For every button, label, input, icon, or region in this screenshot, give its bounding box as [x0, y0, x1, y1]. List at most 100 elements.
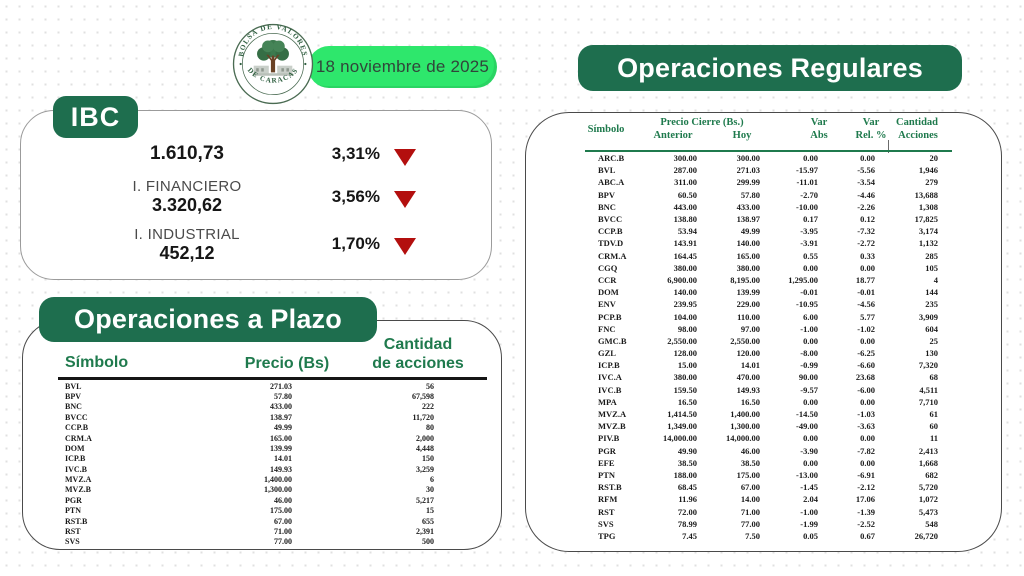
anterior-cell: 1,414.50 — [667, 409, 697, 420]
hoy-cell: 1,400.00 — [730, 409, 760, 420]
regulares-table-body: ARC.B 300.00 300.00 0.00 0.00 20 BVL 287.00 271.… — [590, 152, 938, 542]
table-row: TDV.D 143.91 140.00 -3.91 -2.72 1,132 — [590, 237, 938, 249]
ibc-change-pct: 3,31% — [331, 144, 380, 163]
ibc-value: 1.610,73 — [150, 143, 224, 164]
hoy-cell: 38.50 — [740, 457, 760, 468]
var-abs-cell: -3.95 — [800, 226, 818, 237]
qty-cell: 3,259 — [416, 464, 434, 474]
symbol-cell: MVZ.A — [65, 475, 92, 485]
table-row: DOM 140.00 139.99 -0.01 -0.01 144 — [590, 286, 938, 298]
qty-cell: 3,909 — [918, 311, 938, 322]
var-rel-cell: -3.54 — [857, 177, 875, 188]
var-abs-cell: -1.00 — [800, 323, 818, 334]
anterior-cell: 164.45 — [673, 250, 697, 261]
var-rel-cell: 18.77 — [855, 274, 875, 285]
qty-cell: 1,668 — [918, 457, 938, 468]
qty-cell: 6 — [430, 475, 434, 485]
symbol-cell: CCP.B — [65, 423, 89, 433]
price-cell: 1,400.00 — [264, 475, 292, 485]
qty-cell: 222 — [422, 402, 434, 412]
hoy-cell: 165.00 — [736, 250, 760, 261]
symbol-cell: DOM — [598, 287, 619, 298]
anterior-cell: 2,550.00 — [667, 335, 697, 346]
regulares-card — [525, 112, 1002, 552]
anterior-cell: 15.00 — [677, 360, 697, 371]
var-abs-cell: -1.45 — [800, 482, 818, 493]
anterior-cell: 138.80 — [673, 214, 697, 225]
qty-cell: 1,132 — [918, 238, 938, 249]
anterior-cell: 104.00 — [673, 311, 697, 322]
var-rel-cell: -4.56 — [857, 299, 875, 310]
qty-cell: 144 — [925, 287, 938, 298]
symbol-cell: FNC — [598, 323, 616, 334]
date-badge: 18 noviembre de 2025 — [308, 46, 497, 88]
table-row: RST 72.00 71.00 -1.00 -1.39 5,473 — [590, 505, 938, 517]
anterior-cell: 300.00 — [673, 153, 697, 164]
table-row: DOM 139.99 4,448 — [58, 443, 434, 453]
symbol-cell: ABC.A — [598, 177, 625, 188]
anterior-cell: 6,900.00 — [667, 274, 697, 285]
qty-cell: 7,710 — [918, 396, 938, 407]
qty-cell: 15 — [426, 506, 434, 516]
anterior-cell: 1,349.00 — [667, 421, 697, 432]
symbol-cell: ICP.B — [598, 360, 620, 371]
qty-cell: 5,217 — [416, 495, 434, 505]
table-row: BVL 287.00 271.03 -15.97 -5.56 1,946 — [590, 164, 938, 176]
hoy-cell: 175.00 — [736, 469, 760, 480]
price-cell: 165.00 — [270, 433, 292, 443]
var-rel-cell: 0.67 — [860, 530, 875, 541]
symbol-cell: PCP.B — [598, 311, 622, 322]
symbol-cell: GMC.B — [598, 335, 627, 346]
hoy-cell: 300.00 — [736, 153, 760, 164]
anterior-cell: 68.45 — [677, 482, 697, 493]
var-abs-cell: -0.01 — [800, 287, 818, 298]
qty-cell: 2,413 — [918, 445, 938, 456]
var-abs-cell: 0.00 — [803, 153, 818, 164]
qty-cell: 235 — [925, 299, 938, 310]
symbol-cell: CCP.B — [598, 226, 623, 237]
var-rel-cell: -7.32 — [857, 226, 875, 237]
symbol-cell: GZL — [598, 348, 616, 359]
reg-header-var-abs-bottom: Abs — [810, 130, 828, 141]
ibc-title: IBC — [70, 101, 121, 132]
table-row: ENV 239.95 229.00 -10.95 -4.56 235 — [590, 298, 938, 310]
table-row: CCP.B 49.99 80 — [58, 423, 434, 433]
price-cell: 71.00 — [274, 526, 292, 536]
plazo-header-symbol: Símbolo — [65, 354, 129, 371]
var-rel-cell: -6.25 — [857, 348, 875, 359]
var-rel-cell: -5.56 — [857, 165, 875, 176]
reg-header-qty-bottom: Acciones — [898, 130, 938, 141]
qty-cell: 279 — [925, 177, 938, 188]
table-row: BPV 57.80 67,598 — [58, 391, 434, 401]
hoy-cell: 299.99 — [736, 177, 760, 188]
symbol-cell: IVC.B — [598, 384, 622, 395]
date-text: 18 noviembre de 2025 — [315, 57, 490, 76]
hoy-cell: 46.00 — [740, 445, 760, 456]
industrial-value: 452,12 — [159, 243, 215, 263]
anterior-cell: 128.00 — [673, 348, 697, 359]
table-row: RST 71.00 2,391 — [58, 526, 434, 536]
var-rel-cell: -7.82 — [857, 445, 875, 456]
symbol-cell: PGR — [65, 495, 82, 505]
symbol-cell: CRM.A — [598, 250, 627, 261]
qty-cell: 2,391 — [416, 526, 434, 536]
anterior-cell: 239.95 — [673, 299, 697, 310]
hoy-cell: 1,300.00 — [730, 421, 760, 432]
reg-header-price-group: Precio Cierre (Bs.) — [660, 117, 744, 128]
symbol-cell: ENV — [598, 299, 616, 310]
var-abs-cell: 0.05 — [803, 530, 818, 541]
symbol-cell: RST.B — [598, 482, 622, 493]
symbol-cell: CCR — [598, 274, 617, 285]
table-row: GZL 128.00 120.00 -8.00 -6.25 130 — [590, 347, 938, 359]
anterior-cell: 159.50 — [673, 384, 697, 395]
table-row: RST.B 67.00 655 — [58, 516, 434, 526]
plazo-table-body: BVL 271.03 56 BPV 57.80 67,598 BNC 433.00 222 BVC… — [58, 381, 434, 547]
var-abs-cell: 0.00 — [803, 262, 818, 273]
plazo-card — [22, 320, 502, 550]
price-cell: 57.80 — [274, 392, 292, 402]
qty-cell: 25 — [929, 335, 939, 346]
symbol-cell: SVS — [65, 537, 80, 547]
var-rel-cell: 0.12 — [860, 214, 875, 225]
table-row: PIV.B 14,000.00 14,000.00 0.00 0.00 11 — [590, 432, 938, 444]
